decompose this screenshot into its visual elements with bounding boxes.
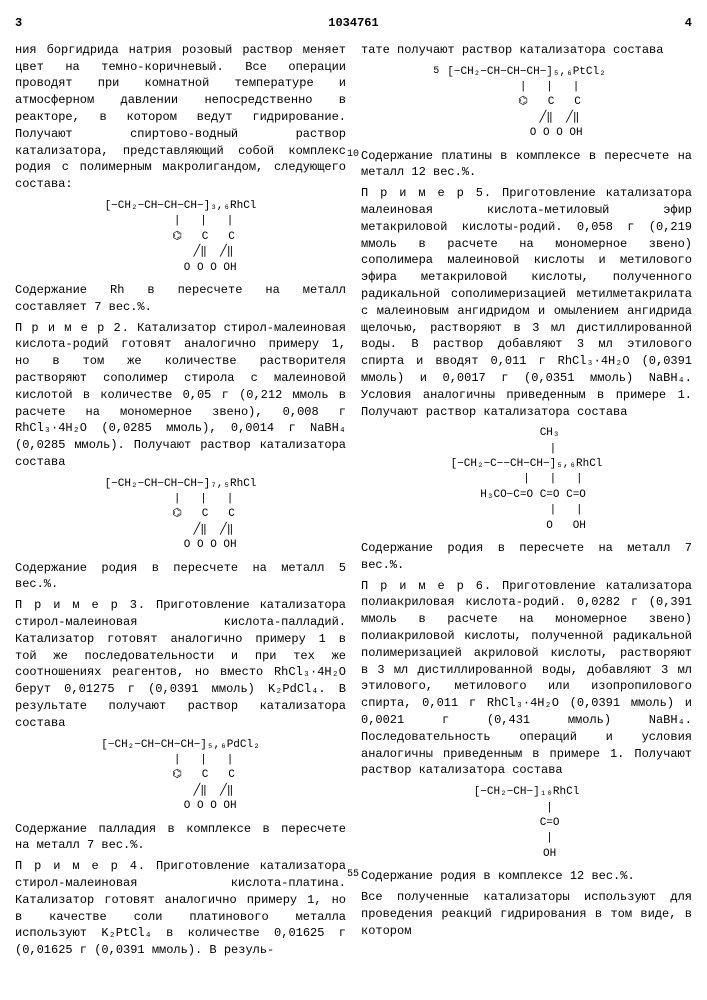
- chemical-formula: 5[−CH₂−CH−CH−CH−]₅,₆PtCl₂ | | | ⌬ C C ╱‖…: [361, 65, 692, 142]
- body-text: тате получают раствор катализатора соста…: [361, 42, 692, 59]
- body-text: Содержание платины в комплексе в пересче…: [361, 149, 692, 180]
- body-text: Приготовление катализатора стирол-малеин…: [15, 598, 346, 730]
- body-text: П р и м е р 5. Приготовление катализатор…: [361, 185, 692, 420]
- chemical-formula: [−CH₂−CH−]₁₀RhCl | C=O | OH: [361, 785, 692, 862]
- line-number: 5: [433, 65, 439, 79]
- body-text: 10 Содержание платины в комплексе в пере…: [361, 148, 692, 182]
- body-text: Приготовление катализатора полиакриловая…: [361, 579, 692, 778]
- body-text: Содержание палладия в комплексе в пересч…: [15, 821, 346, 855]
- example-title: П р и м е р 5.: [361, 186, 492, 200]
- body-text: П р и м е р 4. Приготовление катализатор…: [15, 858, 346, 959]
- chemical-formula: CH₃ | [−CH₂−C−−CH−CH−]₅,₆RhCl | | | H₃CO…: [361, 426, 692, 534]
- left-column: ния боргидрида натрия розовый раствор ме…: [15, 42, 346, 963]
- example-title: П р и м е р 4.: [15, 859, 146, 873]
- body-text: П р и м е р 3. Приготовление катализатор…: [15, 597, 346, 731]
- body-text: Приготовление катализатора стирол-малеин…: [15, 859, 346, 957]
- line-number: 10: [347, 148, 359, 162]
- body-text: Содержание родия в пересчете на металл 5…: [15, 560, 346, 594]
- body-text: Содержание родия в пересчете на металл 7…: [361, 540, 692, 574]
- page-header: 3 1034761 4: [15, 15, 692, 32]
- chemical-formula: [−CH₂−CH−CH−CH−]₇,₅RhCl | | | ⌬ C C ╱‖ ╱…: [15, 477, 346, 554]
- body-text: Катализатор стирол-малеиновая кислота-ро…: [15, 321, 346, 469]
- patent-number: 1034761: [22, 15, 685, 32]
- body-text: Приготовление катализатора малеиновая ки…: [361, 186, 692, 418]
- example-title: П р и м е р 3.: [15, 598, 146, 612]
- body-text: П р и м е р 2. Катализатор стирол-малеин…: [15, 320, 346, 471]
- body-text: Все полученные катализаторы используют д…: [361, 889, 692, 939]
- body-text: ния боргидрида натрия розовый раствор ме…: [15, 42, 346, 193]
- left-page-number: 3: [15, 15, 22, 32]
- body-text: Содержание родия в комплексе 12 вес.%.: [361, 869, 635, 883]
- example-title: П р и м е р 6.: [361, 579, 492, 593]
- right-page-number: 4: [685, 15, 692, 32]
- chemical-formula: [−CH₂−CH−CH−CH−]₃,₆RhCl | | | ⌬ C C ╱‖ ╱…: [15, 199, 346, 276]
- body-text: П р и м е р 6. Приготовление катализатор…: [361, 578, 692, 780]
- line-number: 55: [347, 868, 359, 882]
- content-columns: ния боргидрида натрия розовый раствор ме…: [15, 42, 692, 963]
- body-text: Содержание Rh в пересчете на металл сост…: [15, 282, 346, 316]
- example-title: П р и м е р 2.: [15, 321, 130, 335]
- body-text: 55 Содержание родия в комплексе 12 вес.%…: [361, 868, 692, 885]
- right-column: тате получают раствор катализатора соста…: [361, 42, 692, 963]
- chemical-formula: [−CH₂−CH−CH−CH−]₅,₆PdCl₂ | | | ⌬ C C ╱‖ …: [15, 738, 346, 815]
